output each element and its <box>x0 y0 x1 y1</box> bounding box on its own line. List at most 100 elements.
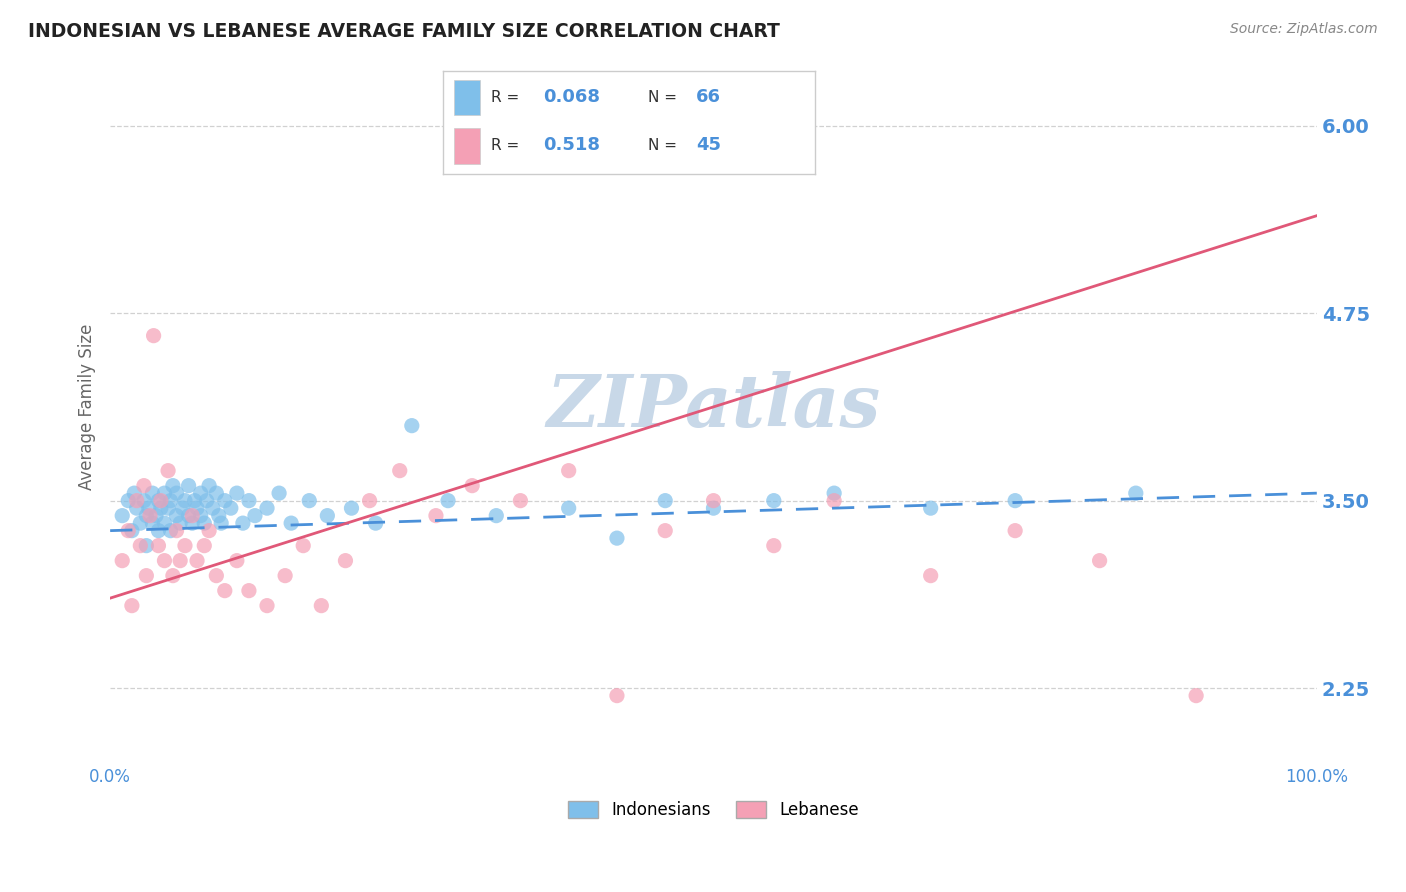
Point <box>162 478 184 492</box>
Text: N =: N = <box>648 89 682 104</box>
Point <box>149 501 172 516</box>
Point <box>225 554 247 568</box>
Text: ZIPatlas: ZIPatlas <box>547 371 880 442</box>
Point <box>1004 493 1026 508</box>
Point <box>364 516 387 530</box>
Point <box>267 486 290 500</box>
Point <box>209 516 232 530</box>
Point <box>124 486 146 500</box>
Point <box>198 524 221 538</box>
Point <box>153 486 176 500</box>
Point <box>111 554 134 568</box>
Point <box>238 583 260 598</box>
Point <box>654 493 676 508</box>
Point <box>148 539 170 553</box>
Point <box>132 478 155 492</box>
Point <box>316 508 339 523</box>
Point <box>823 493 845 508</box>
Point <box>190 508 212 523</box>
Point <box>177 508 200 523</box>
Point <box>205 486 228 500</box>
Point <box>195 493 218 508</box>
Point <box>190 486 212 500</box>
Point <box>214 583 236 598</box>
Point <box>129 516 152 530</box>
Point <box>485 508 508 523</box>
Point <box>139 508 162 523</box>
Point <box>557 501 579 516</box>
Point <box>311 599 333 613</box>
Point <box>274 568 297 582</box>
Point <box>117 493 139 508</box>
Point <box>225 486 247 500</box>
Point <box>335 554 357 568</box>
Point <box>201 501 224 516</box>
Bar <box>454 79 481 115</box>
Point <box>823 486 845 500</box>
Point <box>388 464 411 478</box>
Point <box>177 478 200 492</box>
Point <box>186 554 208 568</box>
Point <box>135 508 157 523</box>
Point <box>174 493 197 508</box>
Point <box>193 516 215 530</box>
Point <box>162 568 184 582</box>
Point <box>702 501 724 516</box>
Point <box>172 501 194 516</box>
Point <box>461 478 484 492</box>
Point <box>153 554 176 568</box>
Point <box>125 501 148 516</box>
Point <box>157 464 180 478</box>
Point <box>181 508 204 523</box>
Point <box>129 539 152 553</box>
Text: N =: N = <box>648 137 682 153</box>
Point <box>654 524 676 538</box>
Point <box>425 508 447 523</box>
Point <box>359 493 381 508</box>
Point <box>117 524 139 538</box>
Text: R =: R = <box>491 89 524 104</box>
Text: 0.068: 0.068 <box>544 88 600 106</box>
Point <box>169 516 191 530</box>
Point <box>166 508 188 523</box>
Point <box>148 524 170 538</box>
Text: 45: 45 <box>696 136 721 154</box>
Point <box>183 493 205 508</box>
Point <box>256 599 278 613</box>
Point <box>606 531 628 545</box>
Point <box>174 539 197 553</box>
Point <box>762 539 785 553</box>
Text: Source: ZipAtlas.com: Source: ZipAtlas.com <box>1230 22 1378 37</box>
Point <box>1004 524 1026 538</box>
Point <box>148 493 170 508</box>
Y-axis label: Average Family Size: Average Family Size <box>79 324 96 490</box>
Text: INDONESIAN VS LEBANESE AVERAGE FAMILY SIZE CORRELATION CHART: INDONESIAN VS LEBANESE AVERAGE FAMILY SI… <box>28 22 780 41</box>
Point <box>238 493 260 508</box>
Text: 66: 66 <box>696 88 721 106</box>
Point <box>280 516 302 530</box>
Point <box>214 493 236 508</box>
Point <box>145 508 167 523</box>
Text: R =: R = <box>491 137 524 153</box>
Point <box>1185 689 1208 703</box>
Point <box>920 568 942 582</box>
Point <box>142 328 165 343</box>
Point <box>149 493 172 508</box>
Point <box>298 493 321 508</box>
Point <box>292 539 315 553</box>
Point <box>762 493 785 508</box>
Point <box>198 478 221 492</box>
Point <box>132 493 155 508</box>
Point <box>157 501 180 516</box>
Point <box>138 501 160 516</box>
Point <box>166 524 188 538</box>
Point <box>181 516 204 530</box>
Point <box>159 493 181 508</box>
Point <box>193 539 215 553</box>
Point <box>219 501 242 516</box>
Point <box>208 508 231 523</box>
Point <box>340 501 363 516</box>
Point <box>121 524 143 538</box>
Point <box>153 516 176 530</box>
Point <box>125 493 148 508</box>
